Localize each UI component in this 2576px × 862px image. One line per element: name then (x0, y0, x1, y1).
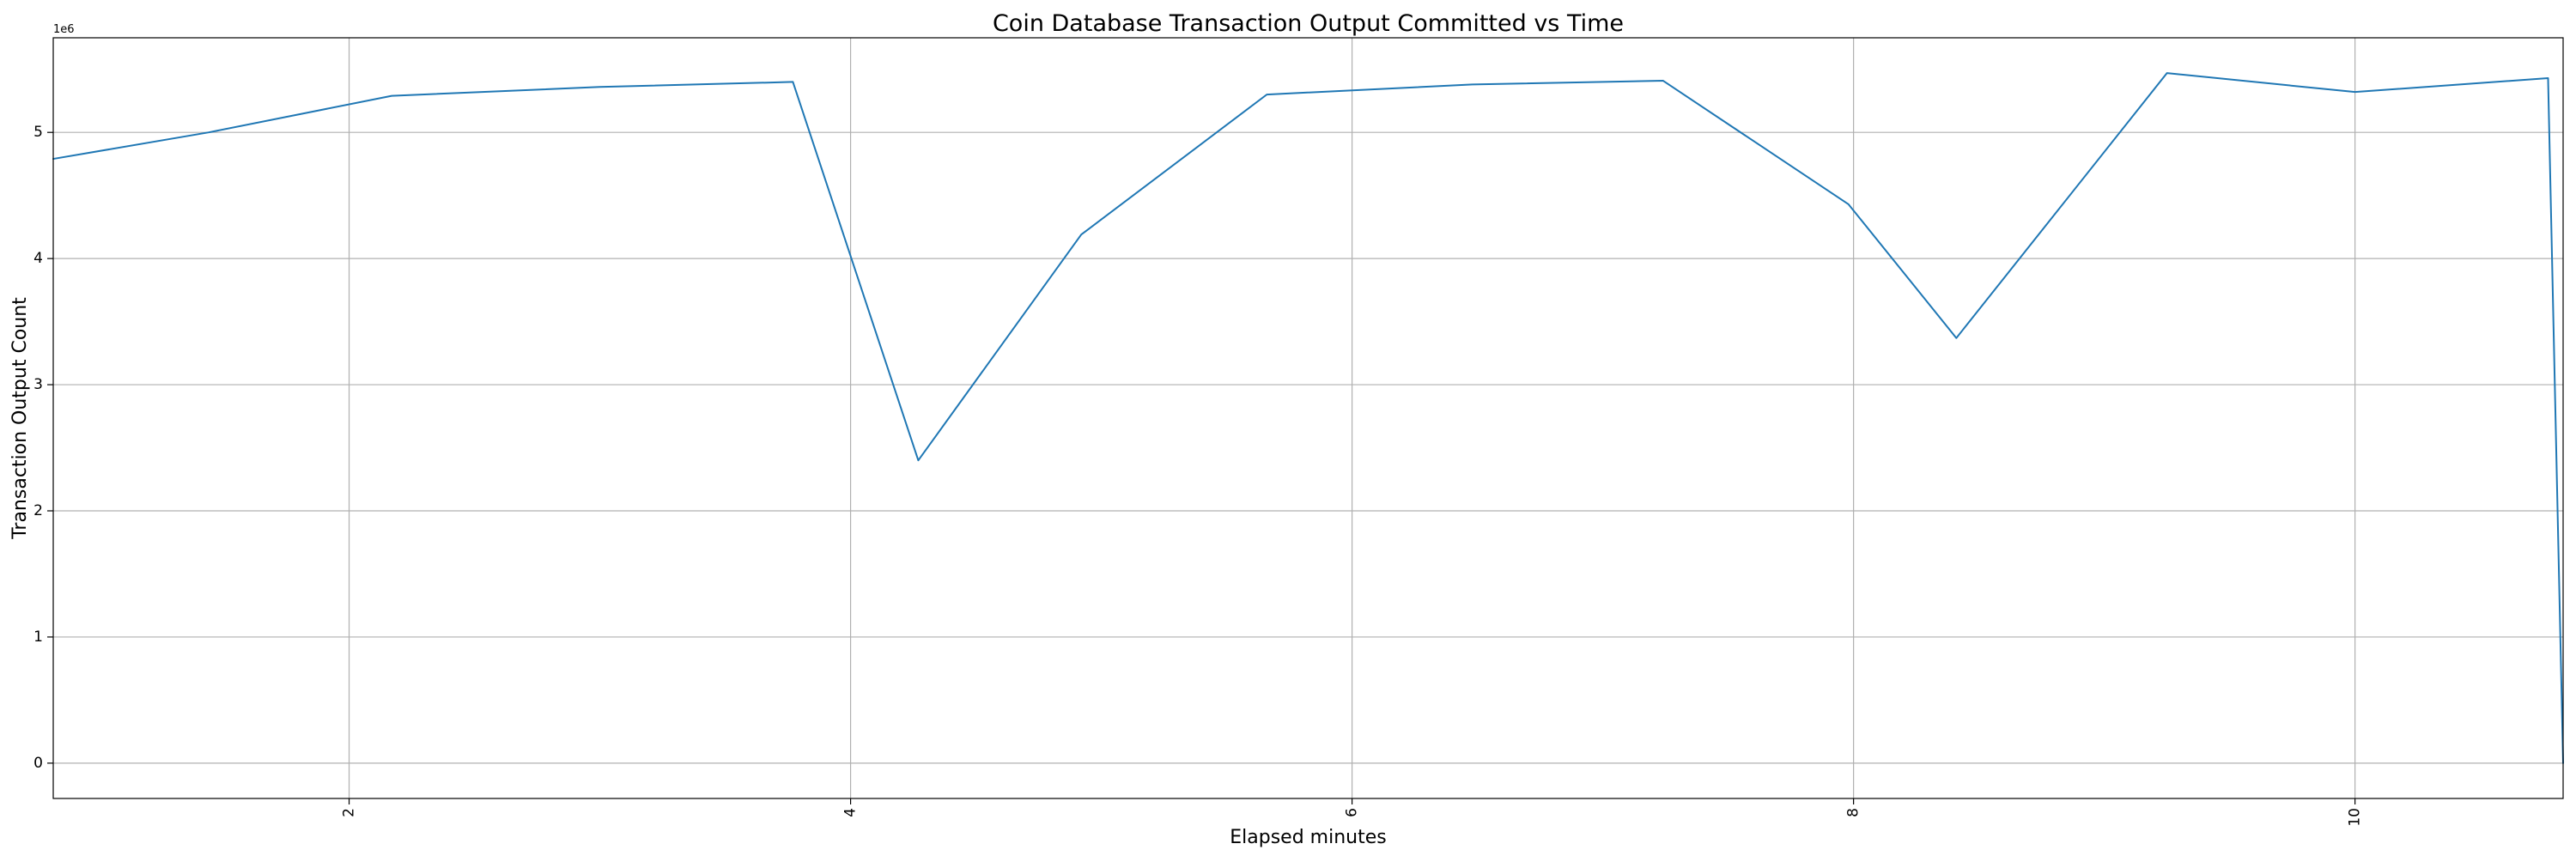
plot-background (53, 38, 2563, 798)
series-line (52, 72, 2564, 764)
x-tick-label: 2 (341, 808, 358, 817)
axis-tick-labels: 2 4 6 8 10 0 1 2 3 4 5 (33, 124, 2363, 826)
grid-lines (53, 38, 2563, 798)
y-tick-label: 2 (33, 502, 43, 519)
x-tick-label: 10 (2347, 808, 2364, 827)
x-tick-label: 4 (842, 808, 860, 817)
plot-frame (52, 37, 2564, 799)
y-tick-label: 0 (33, 755, 43, 772)
y-tick-label: 3 (33, 376, 43, 393)
y-tick-label: 5 (33, 124, 43, 141)
chart-title: Coin Database Transaction Output Committ… (993, 10, 1624, 37)
x-axis-label: Elapsed minutes (1230, 827, 1386, 848)
y-axis-label: Transaction Output Count (9, 297, 31, 540)
series-layer (52, 72, 2564, 764)
y-tick-label: 1 (33, 628, 43, 646)
axis-ticks (47, 131, 2356, 804)
y-axis-offset-label: 1e6 (53, 23, 75, 36)
y-tick-label: 4 (33, 250, 43, 267)
x-tick-label: 8 (1845, 808, 1862, 817)
x-tick-label: 6 (1344, 808, 1361, 817)
